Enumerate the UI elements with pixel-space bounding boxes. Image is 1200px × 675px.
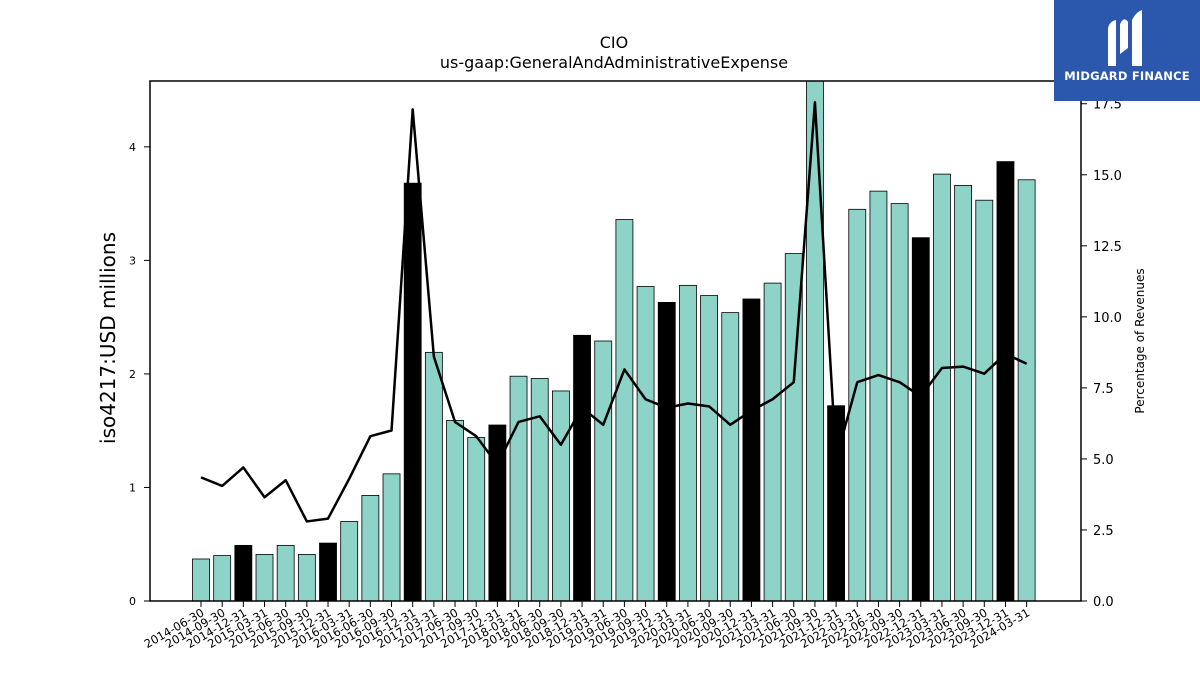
- y-right-tick-label: 2.5: [1093, 524, 1114, 539]
- bar-2018-12-31: [573, 334, 591, 602]
- bars: [192, 80, 1036, 602]
- logo-text: MIDGARD FINANCE: [1064, 69, 1190, 83]
- bar-2021-03-31: [763, 282, 782, 602]
- y-right-tick-label: 10.0: [1093, 311, 1122, 326]
- bar-2023-06-30: [954, 185, 973, 602]
- logo-mark-icon: [1108, 10, 1142, 66]
- bar-2015-12-31: [319, 542, 337, 602]
- bar-2019-06-30: [615, 219, 634, 602]
- bar-2020-06-30: [700, 295, 718, 602]
- y-tick-label: 4: [129, 141, 136, 154]
- y-right-tick-label: 17.5: [1093, 98, 1122, 113]
- y-axis-label-right: Percentage of Revenues: [1133, 268, 1147, 413]
- bar-2019-03-31: [594, 340, 613, 602]
- bar-2018-09-30: [551, 390, 570, 602]
- bar-2016-06-30: [361, 495, 380, 602]
- line-path: [200, 101, 1028, 523]
- bar-2020-09-30: [721, 312, 740, 602]
- logo: MIDGARD FINANCE: [1054, 0, 1200, 101]
- bar-2017-09-30: [467, 437, 486, 602]
- x-axis: 2014-06-302014-09-302014-12-312015-03-31…: [142, 601, 1032, 651]
- bar-2016-09-30: [382, 473, 401, 602]
- bar-2021-09-30: [806, 80, 824, 602]
- bar-2020-12-31: [742, 298, 761, 602]
- bar-2022-12-31: [911, 237, 930, 602]
- chart-subtitle: us-gaap:GeneralAndAdministrativeExpense: [440, 53, 788, 72]
- bar-2024-03-31: [1017, 179, 1036, 602]
- bar-2022-06-30: [869, 190, 888, 602]
- y-axis-label: iso4217:USD millions: [96, 232, 120, 444]
- y-right-tick-label: 15.0: [1093, 169, 1122, 184]
- bar-2015-06-30: [276, 544, 295, 602]
- bar-2022-09-30: [890, 203, 909, 602]
- plot-frame: [149, 80, 1082, 602]
- bar-2023-12-31: [996, 161, 1015, 602]
- y-tick-label: 2: [129, 368, 136, 381]
- y-right-tick-label: 7.5: [1093, 382, 1114, 397]
- bar-2015-03-31: [255, 554, 274, 602]
- bar-2023-03-31: [933, 173, 951, 602]
- y-right-tick-label: 0.0: [1093, 595, 1114, 610]
- bar-2017-03-31: [424, 351, 443, 602]
- bar-2020-03-31: [679, 284, 697, 602]
- bar-2017-06-30: [446, 420, 464, 602]
- bar-2018-03-31: [509, 375, 528, 602]
- bar-2016-03-31: [340, 521, 359, 602]
- bar-2014-09-30: [213, 555, 232, 602]
- chart-title: CIO: [600, 33, 628, 52]
- y-right-tick-label: 12.5: [1093, 240, 1122, 255]
- bar-2014-12-31: [234, 544, 253, 602]
- bar-2016-12-31: [403, 182, 422, 602]
- revenue-percentage-line: [200, 101, 1028, 523]
- bar-2023-09-30: [975, 199, 994, 602]
- y-tick-label: 0: [129, 595, 136, 608]
- y-axis-left: 0 1 2 3 4: [129, 141, 150, 608]
- y-right-tick-label: 5.0: [1093, 453, 1114, 468]
- y-tick-label: 3: [129, 254, 136, 267]
- bar-2015-09-30: [297, 554, 316, 602]
- bar-2019-09-30: [636, 286, 655, 602]
- bar-2019-12-31: [657, 301, 676, 602]
- y-tick-label: 1: [129, 481, 136, 494]
- bar-2018-06-30: [530, 378, 549, 602]
- y-axis-right: 0.0 2.5 5.0 7.5 10.0 12.5 15.0 17.5: [1081, 98, 1122, 610]
- bar-2014-06-30: [192, 558, 210, 602]
